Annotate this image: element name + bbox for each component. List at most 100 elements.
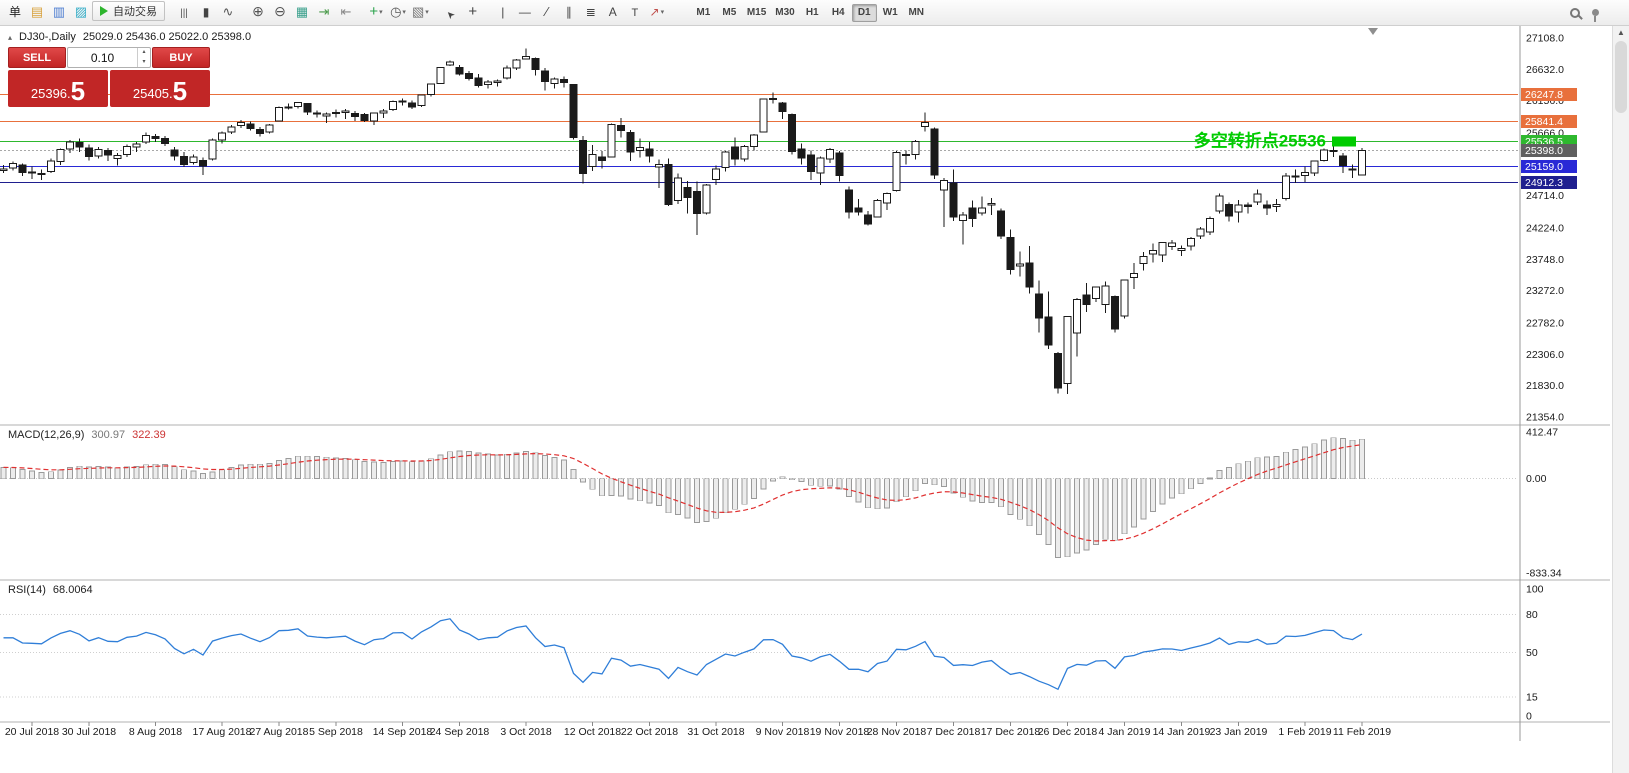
timeframe-h4[interactable]: H4 [826, 4, 851, 22]
bid-price-box[interactable]: 25396. 5 [8, 70, 108, 107]
candle-body [1310, 160, 1319, 174]
timeframe-m5[interactable]: M5 [717, 4, 742, 22]
one-click-trading-panel: SELL 0.10 ▴ ▾ BUY 25396. 5 25405. 5 [8, 47, 210, 107]
macd-bar [589, 478, 596, 490]
volume-increase-button[interactable]: ▴ [142, 49, 146, 55]
vertical-scrollbar[interactable]: ▲ [1612, 26, 1629, 773]
macd-bar [874, 478, 881, 510]
macd-bar [865, 478, 871, 509]
annotation-text[interactable]: 多空转折点25536 [1194, 131, 1326, 151]
text-icon[interactable]: A [602, 2, 624, 22]
candle-body [655, 163, 663, 168]
crosshair-icon[interactable]: + [462, 2, 484, 22]
cursor-icon[interactable]: ➤ [440, 4, 462, 24]
volume-decrease-button[interactable]: ▾ [142, 58, 146, 65]
new-chart-icon[interactable]: ▤ [26, 2, 48, 22]
candle-body [189, 156, 198, 163]
candle-body [750, 134, 758, 147]
auto-trading-label: 自动交易 [113, 6, 157, 18]
candle-body [693, 190, 701, 215]
vertical-line-icon[interactable]: | [492, 2, 514, 22]
candle-body [408, 102, 416, 108]
chart-shift-icon[interactable]: ⇤ [335, 2, 357, 22]
candlestick-series [0, 48, 1366, 395]
dropdown-caret-icon: ▾ [660, 9, 665, 16]
scroll-up-icon[interactable]: ▲ [1617, 28, 1625, 37]
one-click-toggle-icon[interactable]: ▴ [8, 32, 13, 42]
candle-body [845, 189, 853, 213]
line-chart-icon[interactable]: ∿ [217, 2, 239, 22]
macd-bar [1159, 478, 1166, 505]
buy-button[interactable]: BUY [152, 47, 210, 68]
timeframe-m1[interactable]: M1 [691, 4, 716, 22]
pin-icon[interactable] [1592, 9, 1599, 22]
indicators-button[interactable]: + ▾ [365, 2, 387, 22]
zoom-in-icon[interactable]: ⊕ [247, 1, 269, 21]
macd-bar [504, 453, 510, 479]
channel-icon[interactable]: ∥ [558, 2, 580, 22]
ask-price-box[interactable]: 25405. 5 [110, 70, 210, 107]
macd-bar [86, 466, 92, 480]
sell-button[interactable]: SELL [8, 47, 66, 68]
timeframe-h1[interactable]: H1 [800, 4, 825, 22]
candle-body [218, 132, 226, 141]
annotation-marker[interactable] [1332, 136, 1356, 147]
market-watch-icon[interactable]: ▨ [70, 2, 92, 22]
bar-chart-icon[interactable]: ||| [173, 4, 195, 24]
fibonacci-icon[interactable]: ≣ [580, 2, 602, 22]
volume-input[interactable]: 0.10 [90, 50, 115, 65]
macd-bar [447, 451, 453, 480]
candle-body [1206, 217, 1214, 233]
zoom-out-icon[interactable]: ⊖ [269, 1, 291, 21]
arrows-button[interactable]: ↗ ▾ [646, 2, 668, 22]
candle-body [759, 98, 768, 133]
candle-body [778, 102, 787, 113]
candle-body [740, 145, 749, 160]
scrollbar-thumb[interactable] [1615, 41, 1627, 113]
candle-body [427, 83, 435, 95]
macd-bar [969, 478, 976, 502]
macd-bar [988, 478, 995, 503]
candle-body [940, 179, 948, 191]
candlestick-chart-icon[interactable]: ▮ [195, 2, 217, 22]
profiles-icon[interactable]: ▥ [48, 2, 70, 22]
templates-button[interactable]: ▧ ▾ [409, 2, 432, 22]
search-icon[interactable] [1570, 7, 1580, 18]
candle-body [1054, 352, 1062, 389]
price-tag [1521, 159, 1577, 173]
new-order-button[interactable]: 单 [4, 2, 26, 22]
macd-bar [266, 462, 273, 480]
candle-body [123, 145, 131, 155]
macd-bar [485, 453, 491, 480]
timeframe-d1[interactable]: D1 [851, 3, 877, 22]
candle-body [265, 124, 274, 133]
candle-body [47, 160, 55, 173]
label-icon[interactable]: T [624, 4, 646, 24]
timeframe-m15[interactable]: M15 [743, 4, 770, 22]
macd-bar [1131, 478, 1137, 528]
trendline-icon[interactable]: ∕ [536, 2, 558, 22]
timeframe-mn[interactable]: MN [904, 4, 929, 22]
candle-body [370, 112, 378, 122]
horizontal-line-icon[interactable]: — [514, 2, 536, 22]
candle-body [1215, 195, 1224, 212]
candle-body [1101, 285, 1110, 306]
tile-windows-icon[interactable]: ▦ [291, 2, 313, 22]
timeframe-m30[interactable]: M30 [771, 4, 798, 22]
macd-bar [342, 457, 349, 480]
macd-bar [542, 455, 548, 480]
candle-body [987, 202, 996, 206]
auto-scroll-icon[interactable]: ⇥ [313, 2, 335, 22]
periods-button[interactable]: ◷ ▾ [387, 2, 409, 22]
volume-control: 0.10 ▴ ▾ [67, 47, 151, 68]
auto-trading-button[interactable]: 自动交易 [92, 1, 165, 21]
candle-body [417, 94, 426, 107]
chart-shift-marker[interactable] [1368, 28, 1378, 35]
macd-bar [732, 478, 738, 510]
macd-bar [95, 466, 102, 480]
timeframe-w1[interactable]: W1 [878, 4, 903, 22]
macd-bar [770, 478, 776, 482]
macd-bar [1017, 478, 1023, 520]
candle-body [66, 141, 74, 150]
